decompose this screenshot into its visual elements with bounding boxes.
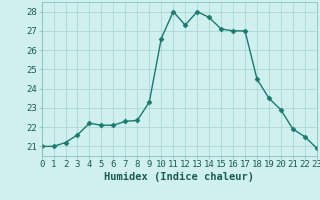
X-axis label: Humidex (Indice chaleur): Humidex (Indice chaleur) [104, 172, 254, 182]
